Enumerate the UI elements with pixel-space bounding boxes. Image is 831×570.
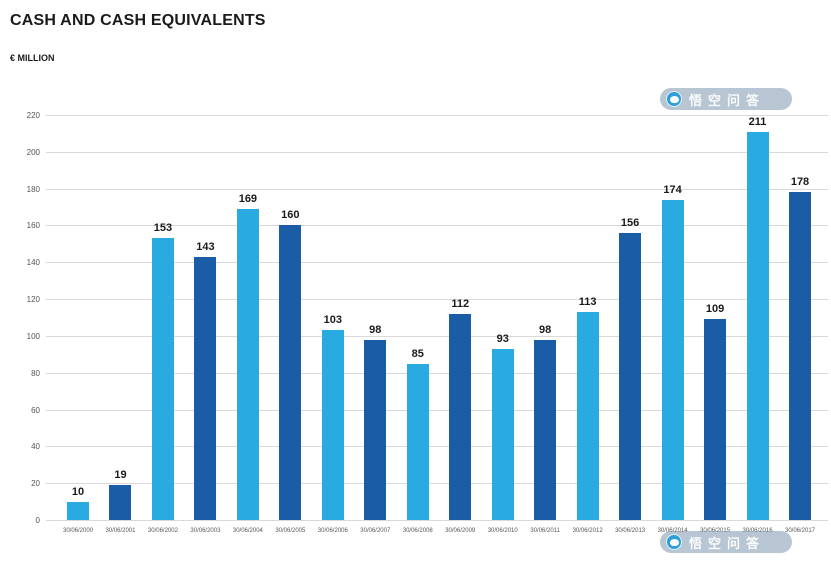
bar-value-label: 156 bbox=[620, 216, 640, 229]
bar-30-06-2013 bbox=[619, 232, 642, 520]
x-axis-tick-label: 30/06/2011 bbox=[530, 528, 560, 534]
bar-value-label: 160 bbox=[281, 209, 300, 222]
bar-value-label: 153 bbox=[153, 222, 173, 235]
gridline bbox=[46, 115, 828, 116]
x-axis-tick-label: 30/06/2007 bbox=[360, 528, 391, 534]
gridline bbox=[46, 483, 828, 485]
bar-30-06-2012 bbox=[576, 311, 599, 520]
gridline bbox=[46, 520, 828, 521]
bar-30-06-2016 bbox=[746, 131, 769, 520]
bar-30-06-2002 bbox=[151, 238, 174, 520]
bar-30-06-2010 bbox=[491, 348, 514, 520]
bar-30-06-2007 bbox=[364, 339, 387, 520]
bar-30-06-2006 bbox=[321, 330, 344, 520]
bar-30-06-2015 bbox=[704, 319, 727, 520]
x-axis-tick-label: 30/06/2002 bbox=[147, 528, 178, 534]
bar-value-label: 211 bbox=[748, 115, 767, 128]
bar-value-label: 19 bbox=[114, 469, 127, 482]
bar-value-label: 98 bbox=[369, 323, 382, 336]
x-axis-tick-label: 30/06/2012 bbox=[572, 528, 603, 534]
y-axis-tick-label: 0 bbox=[35, 516, 40, 525]
bar-30-06-2004 bbox=[236, 208, 259, 520]
bar-value-label: 85 bbox=[411, 347, 424, 360]
bar-value-label: 109 bbox=[705, 303, 725, 316]
y-axis-tick-label: 160 bbox=[26, 221, 40, 231]
bar-30-06-2005 bbox=[279, 225, 302, 520]
gridline bbox=[46, 335, 828, 337]
bar-value-label: 174 bbox=[663, 183, 682, 196]
bar-30-06-2001 bbox=[109, 485, 132, 520]
y-axis-tick-label: 20 bbox=[31, 479, 40, 489]
y-axis-tick-label: 140 bbox=[26, 258, 40, 268]
x-axis-tick-label: 30/06/2001 bbox=[105, 528, 136, 534]
gridline bbox=[46, 188, 828, 190]
bar-value-label: 143 bbox=[196, 240, 215, 253]
chart-title: CASH AND CASH EQUIVALENTS bbox=[10, 12, 266, 29]
bar-value-label: 103 bbox=[323, 314, 342, 327]
x-axis-tick-label: 30/06/2013 bbox=[615, 528, 646, 534]
chart-subtitle: € MILLION bbox=[10, 53, 55, 63]
x-axis-tick-label: 30/06/2003 bbox=[190, 528, 221, 534]
wukong-logo-icon bbox=[666, 534, 682, 550]
bar-value-label: 98 bbox=[539, 323, 552, 336]
watermark-top: 悟空问答 bbox=[660, 88, 792, 110]
x-axis-tick-label: 30/06/2009 bbox=[445, 528, 476, 534]
x-axis-tick-label: 30/06/2005 bbox=[275, 528, 306, 534]
gridline bbox=[46, 225, 828, 227]
bar-30-06-2017 bbox=[789, 192, 811, 520]
wukong-logo-icon bbox=[666, 91, 682, 107]
gridline bbox=[46, 262, 828, 264]
x-axis-tick-label: 30/06/2010 bbox=[487, 528, 518, 534]
gridline bbox=[46, 409, 828, 411]
bar-30-06-2000 bbox=[67, 501, 89, 520]
bar-30-06-2011 bbox=[534, 339, 557, 520]
bar-value-label: 93 bbox=[496, 332, 509, 345]
y-axis-tick-label: 60 bbox=[31, 405, 40, 415]
y-axis-tick-label: 80 bbox=[31, 368, 40, 378]
y-axis-tick-label: 220 bbox=[26, 111, 40, 120]
y-axis-tick-label: 180 bbox=[26, 184, 40, 194]
bar-30-06-2009 bbox=[449, 313, 472, 520]
bar-value-label: 113 bbox=[578, 295, 597, 308]
bar-value-label: 10 bbox=[71, 485, 85, 498]
x-axis-tick-label: 30/06/2006 bbox=[317, 528, 348, 534]
watermark-text: 悟空问答 bbox=[689, 535, 766, 551]
x-axis-tick-label: 30/06/2000 bbox=[62, 528, 94, 534]
gridline bbox=[46, 299, 828, 301]
x-axis-tick-label: 30/06/2017 bbox=[784, 528, 816, 534]
x-axis-tick-label: 30/06/2004 bbox=[232, 528, 263, 534]
watermark-bottom: 悟空问答 bbox=[660, 531, 792, 553]
bar-30-06-2008 bbox=[406, 363, 429, 520]
gridline bbox=[46, 372, 828, 374]
bar-30-06-2003 bbox=[194, 256, 217, 520]
bar-value-label: 169 bbox=[238, 192, 258, 205]
bar-value-label: 112 bbox=[451, 297, 470, 310]
y-axis-tick-label: 200 bbox=[26, 147, 40, 157]
gridline bbox=[46, 446, 828, 448]
y-axis-tick-label: 100 bbox=[26, 331, 40, 341]
y-axis-tick-label: 40 bbox=[31, 442, 40, 452]
x-axis-tick-label: 30/06/2008 bbox=[402, 528, 433, 534]
y-axis-tick-label: 120 bbox=[26, 295, 40, 305]
watermark-text: 悟空问答 bbox=[689, 92, 766, 108]
bar-30-06-2014 bbox=[661, 199, 684, 520]
gridline bbox=[46, 151, 828, 153]
bar-value-label: 178 bbox=[790, 176, 810, 189]
